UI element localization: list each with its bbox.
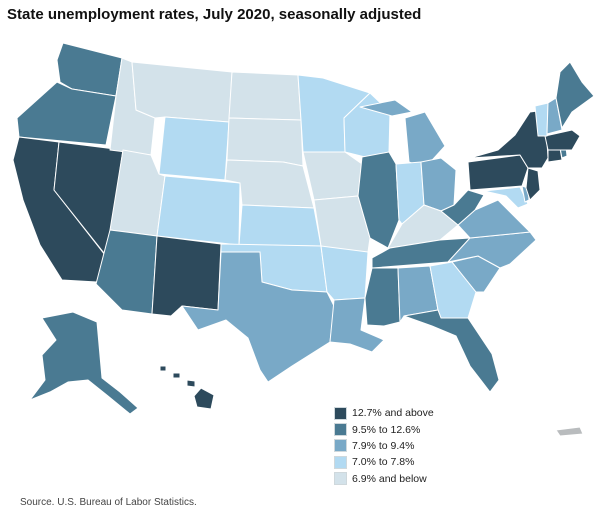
state-florida[interactable] [403,309,500,393]
state-new-jersey[interactable] [525,167,541,201]
state-kansas[interactable] [238,204,322,247]
map-title: State unemployment rates, July 2020, sea… [7,6,422,23]
state-mississippi[interactable] [364,267,401,327]
state-maine[interactable] [555,61,595,129]
state-michigan-upper[interactable] [359,99,413,117]
state-massachusetts[interactable] [544,129,581,151]
legend-item-6-9-and-below: 6.9% and below [334,471,434,487]
state-louisiana[interactable] [329,297,385,353]
state-ohio[interactable] [420,157,457,212]
state-south-dakota[interactable] [226,117,304,167]
legend-swatch [334,423,347,437]
state-pennsylvania[interactable] [467,154,529,191]
state-alaska[interactable] [29,311,139,415]
state-texas[interactable] [181,251,335,383]
map-legend: 12.7% and above 9.5% to 12.6% 7.9% to 9.… [334,405,434,487]
state-michigan[interactable] [404,111,446,169]
state-hawaii-big-island[interactable] [193,387,215,410]
state-hawaii-oahu[interactable] [172,372,181,379]
state-west-virginia[interactable] [440,189,485,226]
legend-item-7-9-to-9-4: 7.9% to 9.4% [334,438,434,454]
state-maryland[interactable] [483,186,529,209]
state-oregon[interactable] [16,81,117,146]
legend-label: 6.9% and below [352,472,427,485]
state-new-mexico[interactable] [151,235,222,317]
state-new-hampshire[interactable] [546,97,563,135]
source-note: Source. U.S. Bureau of Labor Statistics. [20,497,197,508]
legend-item-9-5-to-12-6: 9.5% to 12.6% [334,421,434,437]
legend-swatch [334,439,347,453]
state-illinois[interactable] [357,151,400,249]
legend-label: 9.5% to 12.6% [352,423,421,436]
state-colorado[interactable] [156,175,241,246]
legend-item-7-0-to-7-8: 7.0% to 7.8% [334,454,434,470]
legend-label: 12.7% and above [352,407,434,420]
territory-puerto-rico[interactable] [555,426,584,437]
legend-label: 7.9% to 9.4% [352,439,415,452]
state-wyoming[interactable] [158,116,230,181]
legend-swatch [334,406,347,420]
legend-item-12-7-and-above: 12.7% and above [334,405,434,421]
legend-swatch [334,472,347,486]
state-hawaii-kauai[interactable] [159,365,167,372]
state-arkansas[interactable] [320,245,369,301]
legend-swatch [334,455,347,469]
state-north-dakota[interactable] [228,71,302,121]
state-vermont[interactable] [534,102,549,137]
state-montana[interactable] [131,61,233,123]
legend-label: 7.0% to 7.8% [352,456,415,469]
state-hawaii-maui[interactable] [186,379,196,388]
state-iowa[interactable] [302,151,363,201]
